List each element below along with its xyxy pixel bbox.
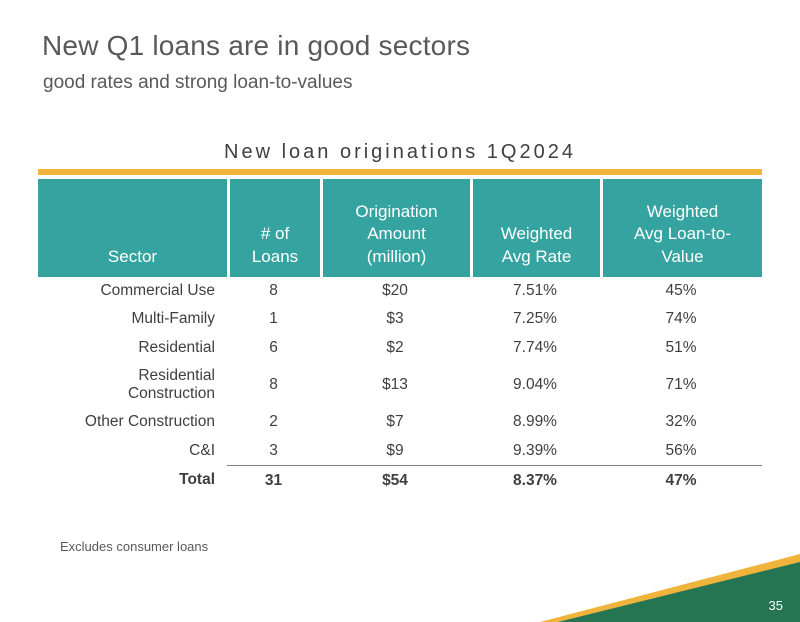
sector-cell: C&I: [189, 441, 215, 459]
loans-cell: 3: [269, 441, 278, 459]
rate-cell: 7.74%: [513, 338, 557, 356]
header-origination-amount: Origination Amount (million): [320, 179, 470, 277]
loans-cell: 8: [269, 375, 278, 393]
sector-cell: Residential Construction: [127, 366, 215, 403]
ltv-cell: 51%: [665, 338, 697, 356]
loans-cell: 6: [269, 338, 278, 356]
total-loans-cell: 31: [227, 464, 320, 496]
total-amount-cell: $54: [320, 464, 470, 496]
table-row: C&I 3 $9 9.39% 56%: [38, 437, 762, 465]
table-row: Commercial Use 8 $20 7.51% 45%: [38, 277, 762, 305]
ltv-cell: 74%: [665, 310, 697, 328]
amount-cell: $7: [386, 413, 404, 431]
total-label-cell: Total: [179, 471, 215, 489]
slide-subtitle: good rates and strong loan-to-values: [43, 72, 353, 93]
table-row: Residential Construction 8 $13 9.04% 71%: [38, 362, 762, 409]
sector-cell: Residential: [138, 338, 215, 356]
corner-decoration: [540, 554, 800, 622]
amount-cell: $13: [382, 375, 408, 393]
loans-cell: 2: [269, 413, 278, 431]
rate-cell: 8.99%: [513, 413, 557, 431]
table-row: Residential 6 $2 7.74% 51%: [38, 334, 762, 362]
total-ltv-cell: 47%: [600, 464, 762, 496]
total-rate-cell: 8.37%: [470, 464, 600, 496]
rate-cell: 7.25%: [513, 310, 557, 328]
table-title: New loan originations 1Q2024: [224, 141, 576, 163]
slide-title: New Q1 loans are in good sectors: [42, 30, 471, 61]
ltv-cell: 45%: [665, 282, 697, 299]
amount-cell: $2: [386, 338, 404, 356]
table-row: Multi-Family 1 $3 7.25% 74%: [38, 305, 762, 333]
sector-cell: Other Construction: [84, 413, 215, 431]
amount-cell: $20: [382, 282, 408, 299]
ltv-cell: 56%: [665, 441, 697, 459]
sector-cell: Multi-Family: [131, 310, 215, 328]
table-row: Other Construction 2 $7 8.99% 32%: [38, 408, 762, 436]
rate-cell: 7.51%: [513, 282, 557, 299]
header-weighted-avg-rate: Weighted Avg Rate: [470, 179, 600, 277]
loan-originations-table: Sector # of Loans Origination Amount (mi…: [38, 179, 762, 496]
rate-cell: 9.39%: [513, 441, 557, 459]
loans-cell: 1: [269, 310, 278, 328]
amount-cell: $3: [386, 310, 404, 328]
table-total-row: Total 31 $54 8.37% 47%: [38, 464, 762, 496]
page-number: 35: [768, 598, 783, 613]
header-weighted-avg-ltv: Weighted Avg Loan-to- Value: [600, 179, 762, 277]
ltv-cell: 32%: [665, 413, 697, 431]
header-num-loans: # of Loans: [227, 179, 320, 277]
corner-green-triangle: [558, 562, 800, 622]
loans-cell: 8: [269, 282, 278, 299]
ltv-cell: 71%: [665, 375, 697, 393]
footnote: Excludes consumer loans: [60, 539, 209, 554]
table-header-row: Sector # of Loans Origination Amount (mi…: [38, 179, 762, 277]
sector-cell: Commercial Use: [100, 282, 215, 299]
gold-accent-bar: [38, 169, 762, 175]
amount-cell: $9: [386, 441, 404, 459]
header-sector: Sector: [38, 179, 227, 277]
rate-cell: 9.04%: [513, 375, 557, 393]
